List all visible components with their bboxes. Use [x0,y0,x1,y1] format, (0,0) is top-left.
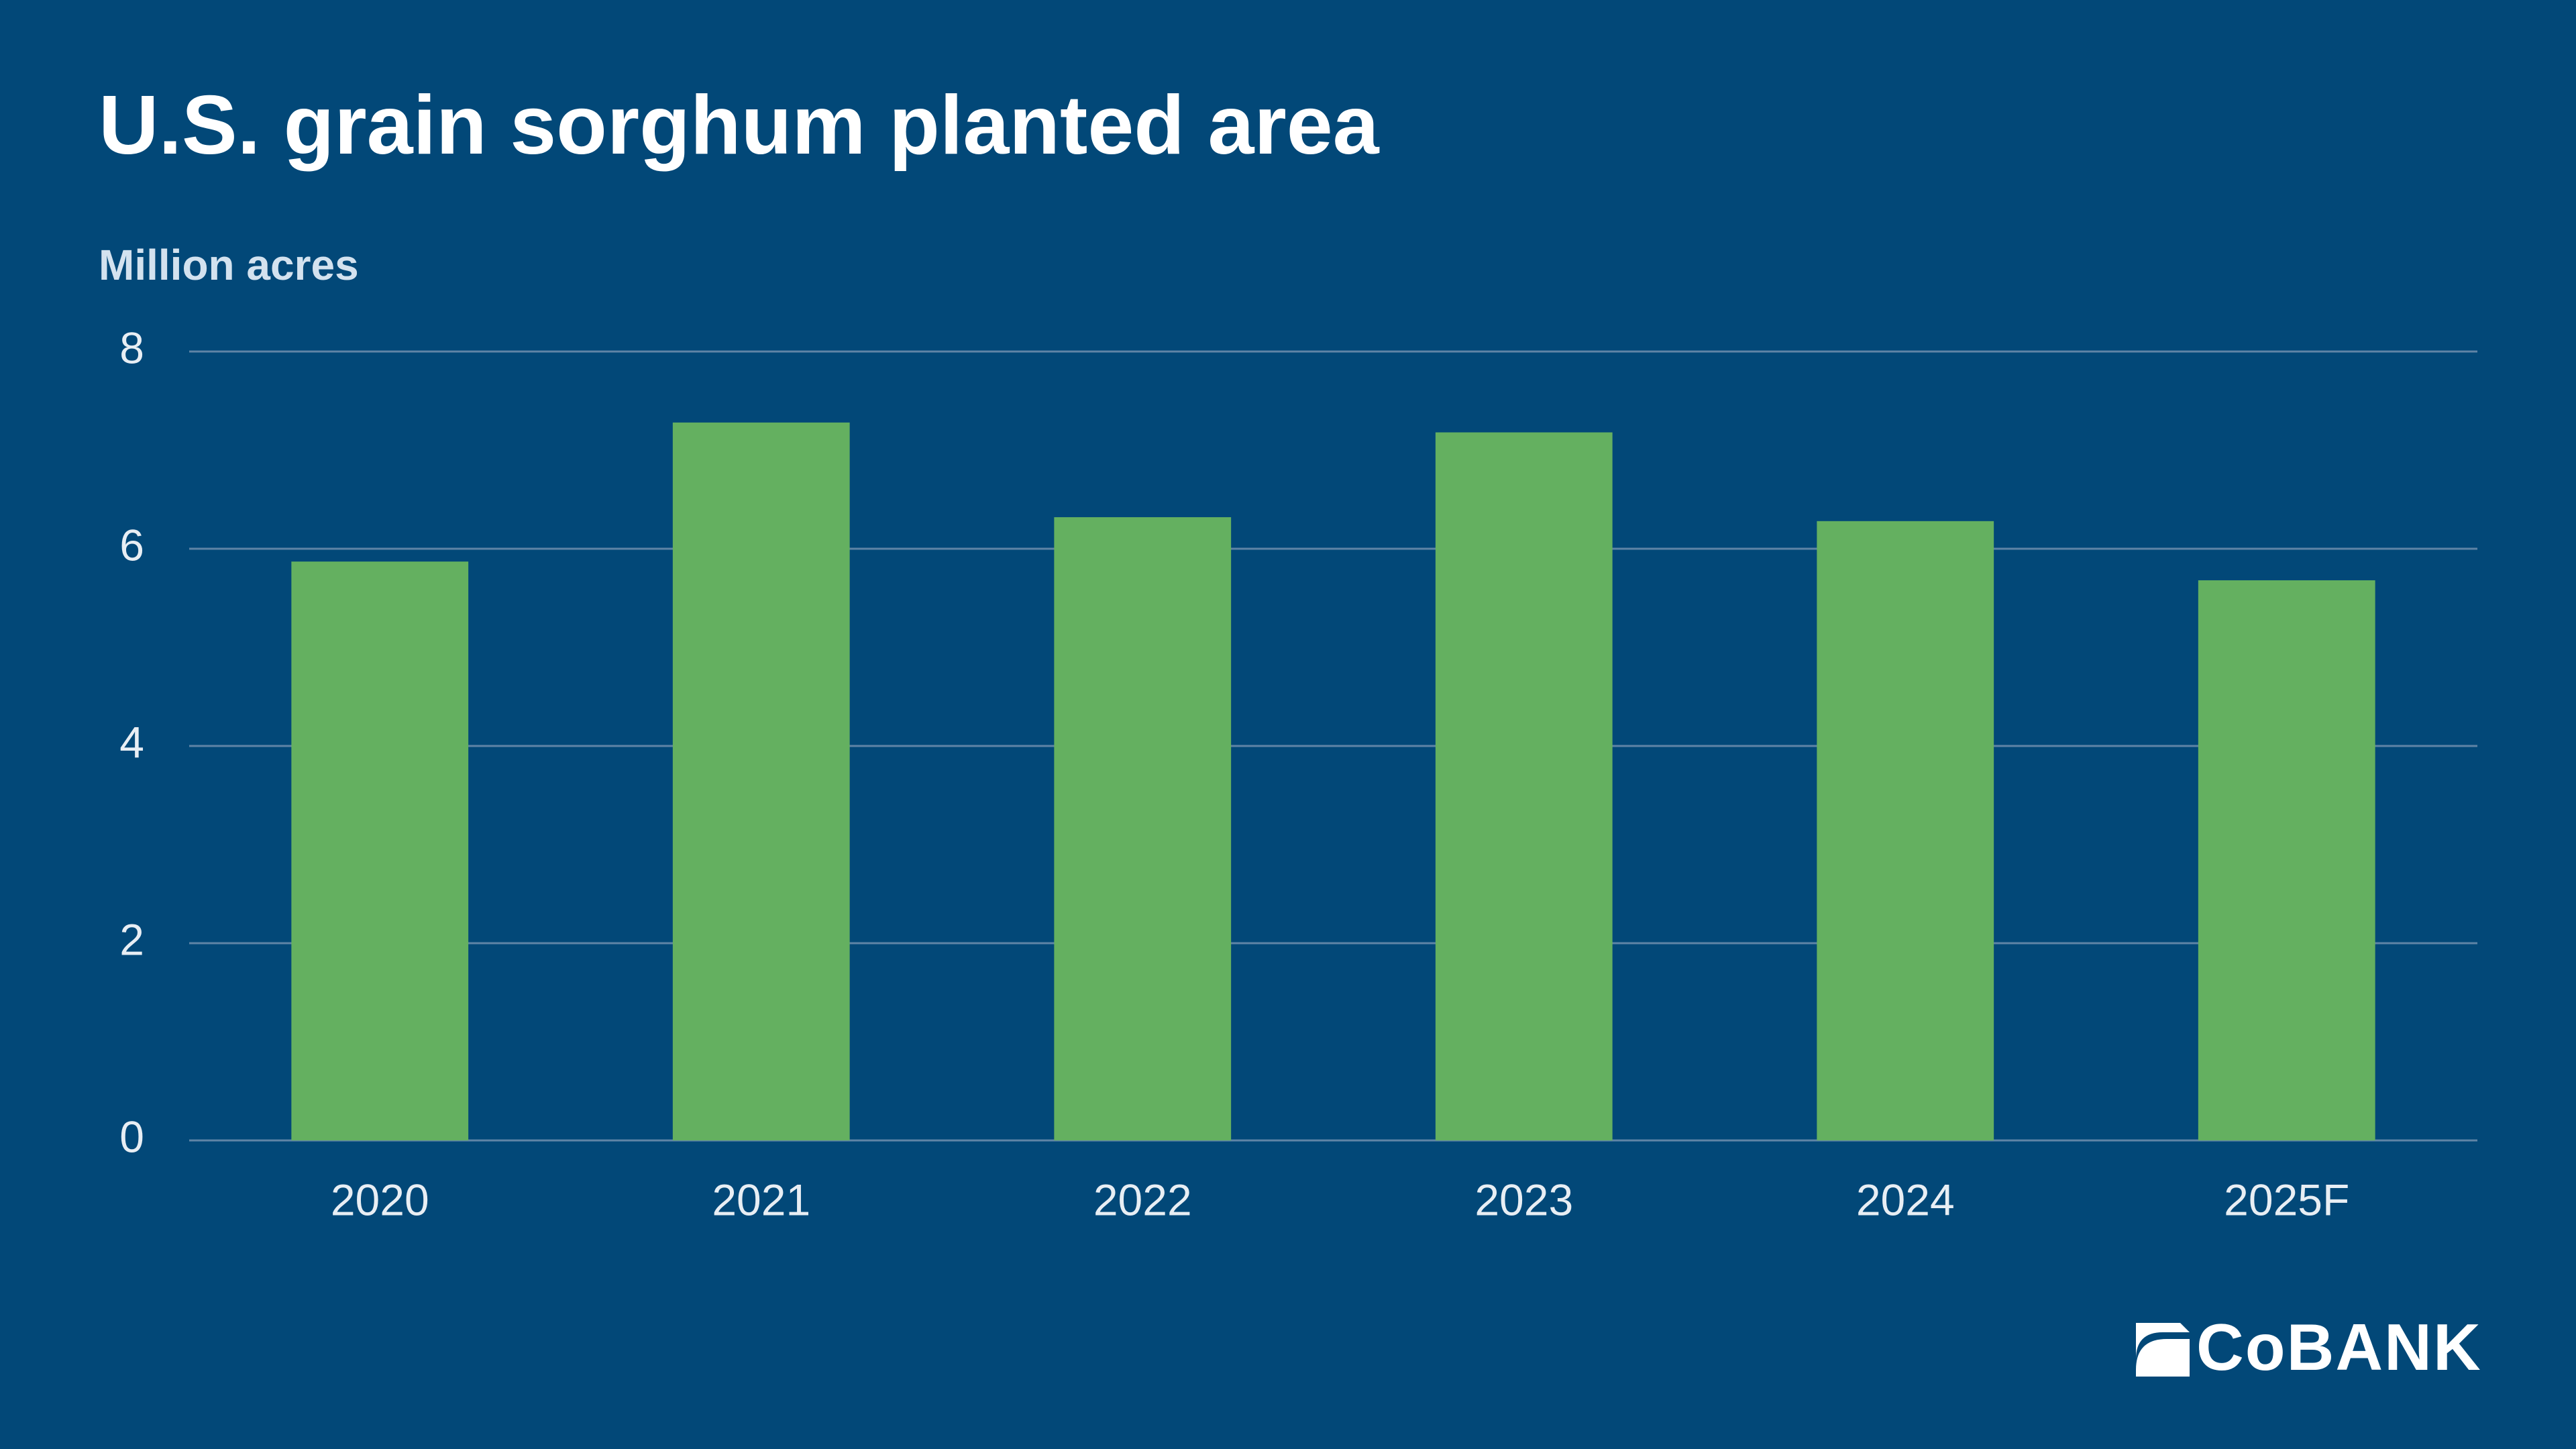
logo-icon [2136,1339,2190,1377]
bar [672,422,850,1140]
y-tick-label: 6 [119,520,144,570]
logo: CoBANK [2136,1310,2482,1384]
logo-icon [2136,1323,2190,1359]
bar [1435,432,1613,1140]
bar [2198,580,2375,1140]
x-tick-label: 2024 [1856,1175,1955,1224]
y-tick-label: 4 [119,717,144,767]
x-tick-label: 2023 [1474,1175,1573,1224]
y-tick-label: 0 [119,1112,144,1161]
chart-title: U.S. grain sorghum planted area [99,79,1380,172]
y-tick-label: 8 [119,323,144,372]
x-tick-label: 2025F [2224,1175,2349,1224]
x-tick-label: 2020 [331,1175,429,1224]
y-tick-label: 2 [119,914,144,964]
brand: CoBANK [2196,1310,2482,1384]
bar [1054,517,1232,1140]
bar [291,561,469,1140]
x-tick-label: 2021 [712,1175,810,1224]
bar [1817,521,1994,1140]
axis-unit: Million acres [99,241,359,289]
x-tick-label: 2022 [1093,1175,1192,1224]
